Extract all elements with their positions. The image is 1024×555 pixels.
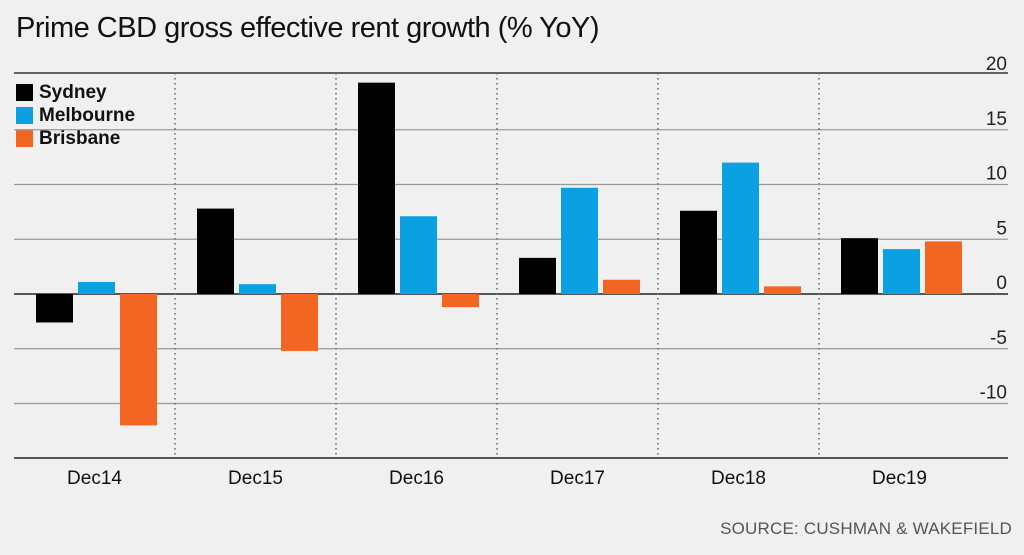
bar-brisbane-dec19 bbox=[925, 241, 962, 294]
x-category-label: Dec15 bbox=[228, 468, 283, 489]
y-tick-label: 20 bbox=[986, 54, 1007, 75]
y-tick-label: -5 bbox=[990, 328, 1007, 349]
x-category-label: Dec16 bbox=[389, 468, 444, 489]
x-category-label: Dec19 bbox=[872, 468, 927, 489]
y-tick-label: 15 bbox=[986, 109, 1007, 130]
bar-melbourne-dec19 bbox=[883, 249, 920, 294]
bar-melbourne-dec16 bbox=[400, 216, 437, 294]
x-category-label: Dec14 bbox=[67, 468, 122, 489]
y-tick-label: -10 bbox=[980, 383, 1007, 404]
legend-swatch-brisbane bbox=[16, 130, 33, 147]
legend-label-brisbane: Brisbane bbox=[39, 127, 121, 149]
bar-brisbane-dec15 bbox=[281, 294, 318, 351]
legend-item-melbourne: Melbourne bbox=[16, 104, 135, 127]
legend-label-sydney: Sydney bbox=[39, 81, 107, 103]
bar-brisbane-dec14 bbox=[120, 294, 157, 426]
bar-sydney-dec17 bbox=[519, 257, 556, 294]
legend-swatch-melbourne bbox=[16, 107, 33, 124]
bar-brisbane-dec16 bbox=[442, 294, 479, 308]
bar-melbourne-dec18 bbox=[722, 162, 759, 294]
x-category-label: Dec17 bbox=[550, 468, 605, 489]
bar-brisbane-dec17 bbox=[603, 279, 640, 294]
legend-label-melbourne: Melbourne bbox=[39, 104, 136, 126]
bar-sydney-dec19 bbox=[841, 238, 878, 294]
y-tick-label: 0 bbox=[996, 273, 1007, 294]
legend: Sydney Melbourne Brisbane bbox=[16, 81, 135, 150]
bar-melbourne-dec15 bbox=[239, 284, 276, 294]
chart-title: Prime CBD gross effective rent growth (%… bbox=[16, 12, 600, 44]
y-tick-label: 5 bbox=[996, 218, 1007, 239]
bar-sydney-dec14 bbox=[36, 294, 73, 323]
bar-melbourne-dec17 bbox=[561, 187, 598, 294]
bar-brisbane-dec18 bbox=[764, 286, 801, 294]
legend-item-sydney: Sydney bbox=[16, 81, 135, 104]
source-note: SOURCE: CUSHMAN & WAKEFIELD bbox=[720, 519, 1012, 538]
bar-melbourne-dec14 bbox=[78, 281, 115, 294]
bar-sydney-dec15 bbox=[197, 208, 234, 294]
legend-item-brisbane: Brisbane bbox=[16, 127, 135, 150]
bar-sydney-dec18 bbox=[680, 210, 717, 294]
bar-sydney-dec16 bbox=[358, 82, 395, 294]
x-category-label: Dec18 bbox=[711, 468, 766, 489]
legend-swatch-sydney bbox=[16, 84, 33, 101]
y-tick-label: 10 bbox=[986, 164, 1007, 185]
